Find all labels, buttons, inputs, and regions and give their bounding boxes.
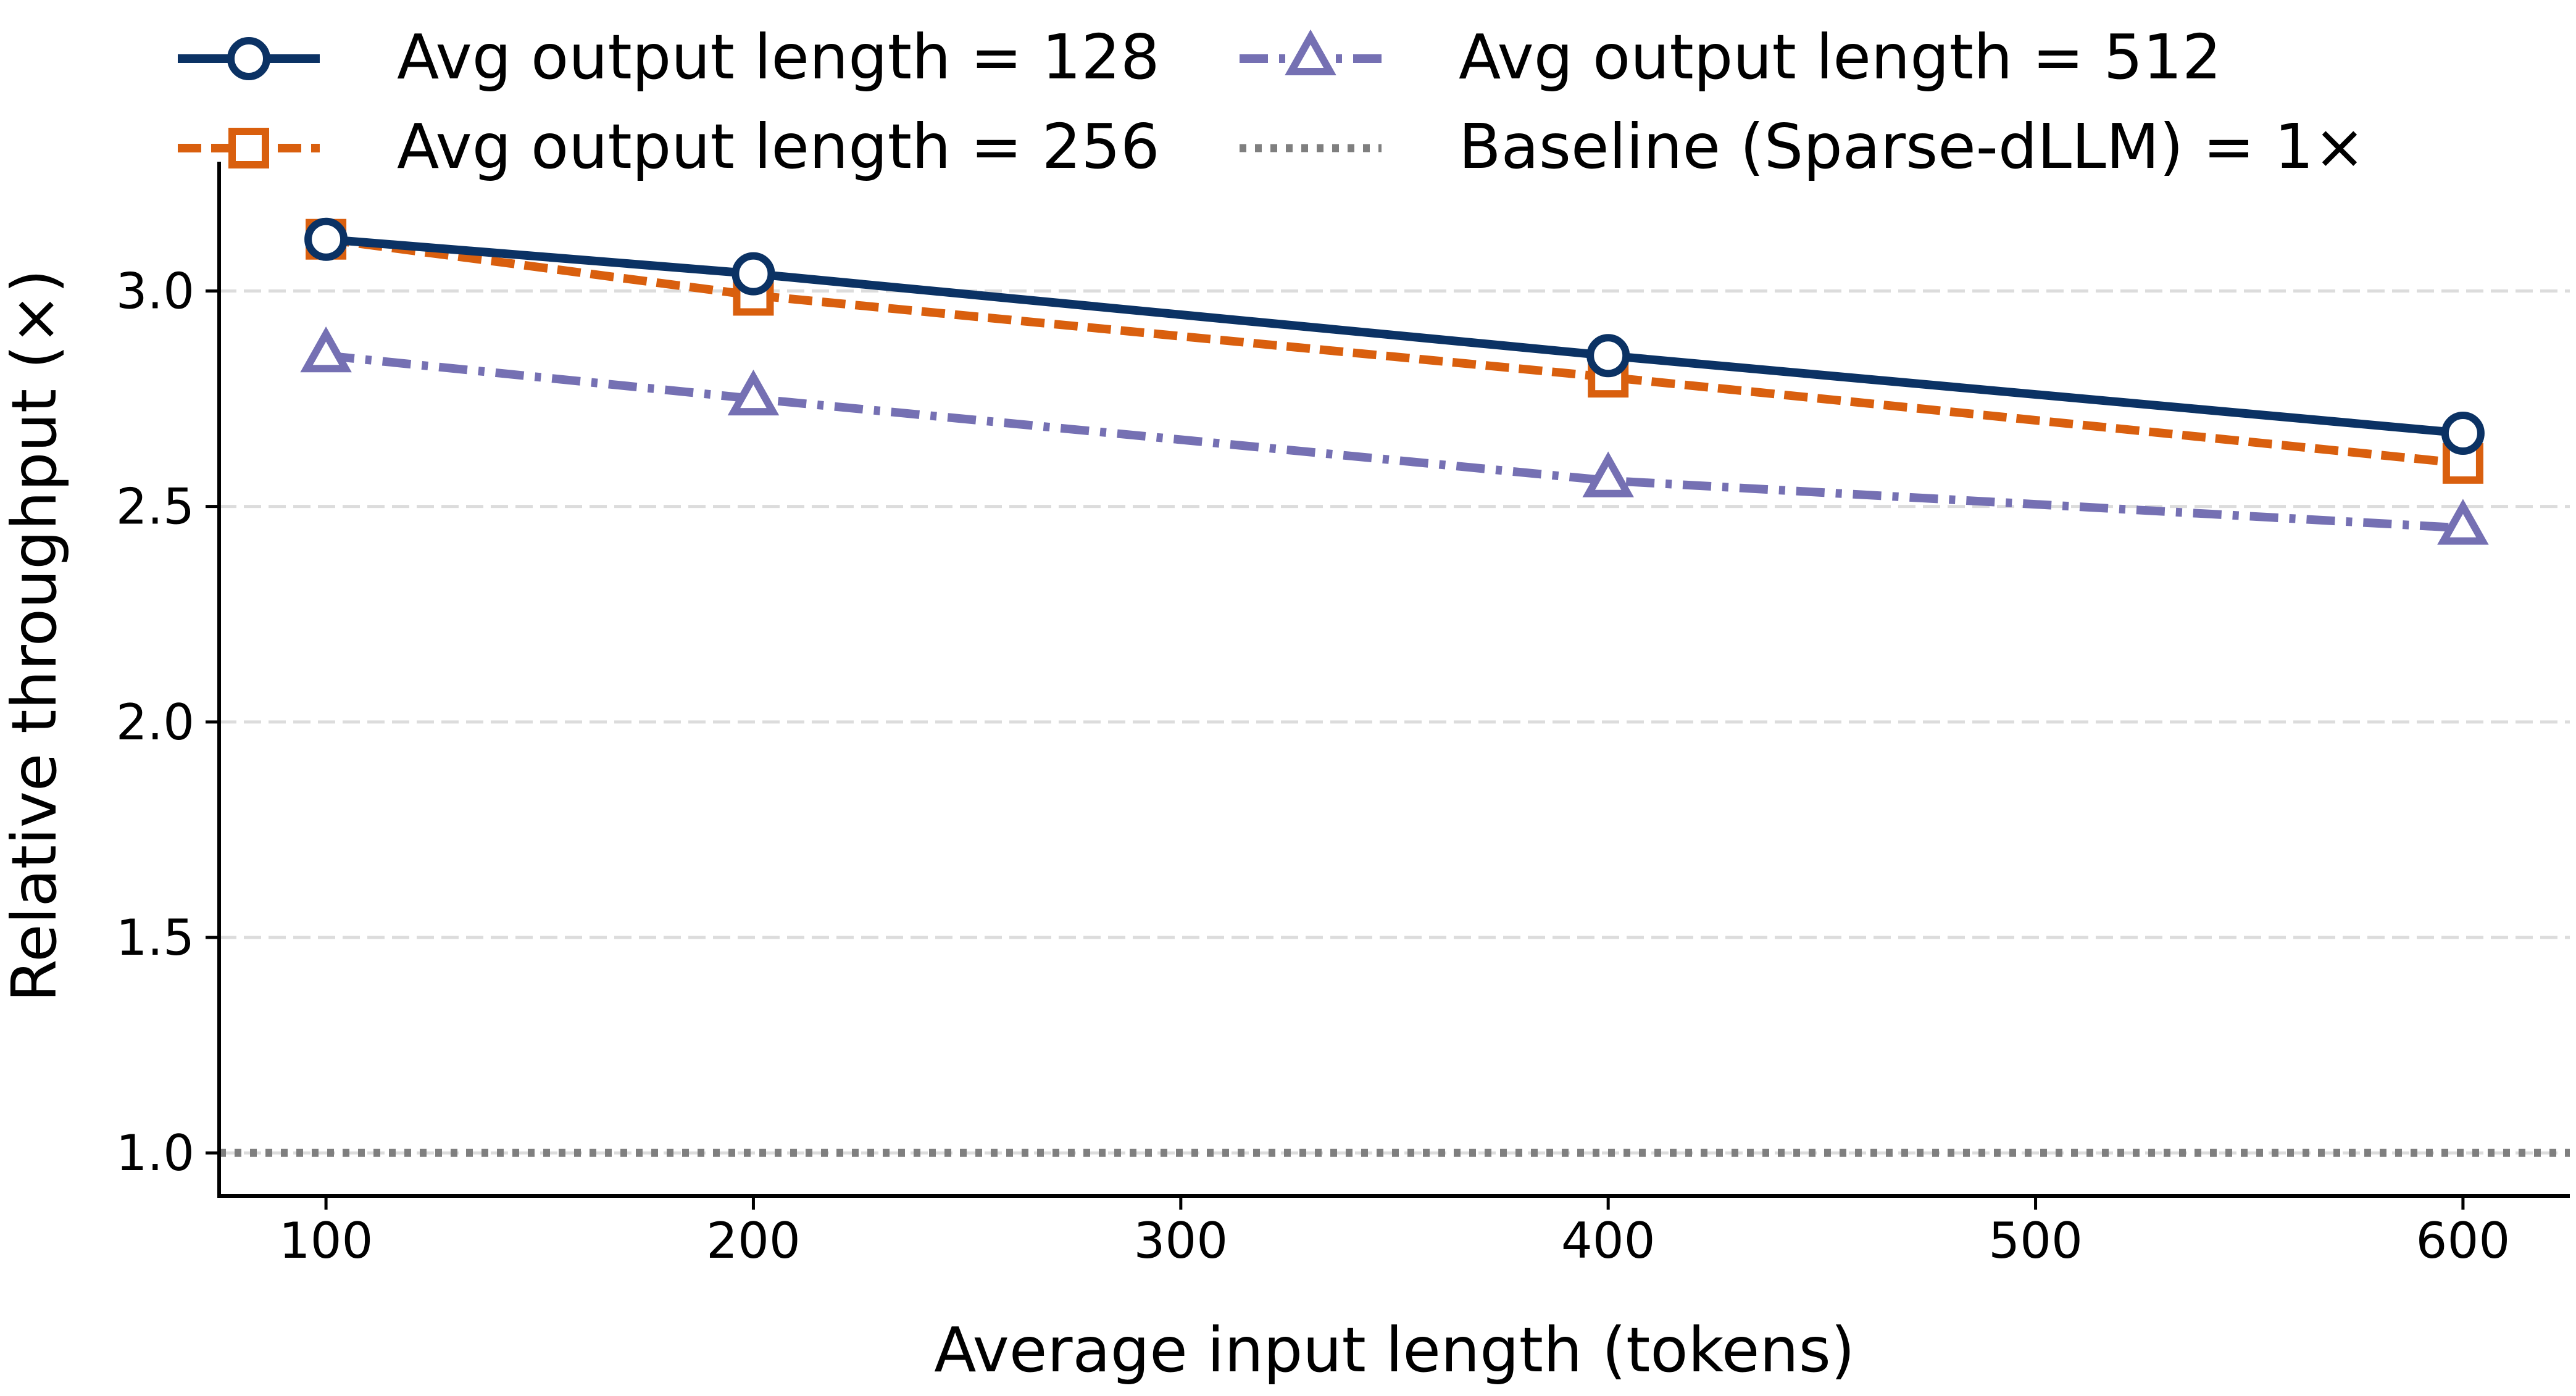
legend-item-1: Avg output length = 128 [178, 21, 1160, 93]
x-tick-label-3: 400 [1561, 1212, 1656, 1269]
series-2-line [325, 235, 2464, 468]
legend-item-3: Avg output length = 512 [1240, 21, 2222, 93]
series-3-point-3 [1582, 451, 1634, 497]
y-tick-label-2: 2.0 [116, 694, 194, 751]
series-1 [304, 217, 2485, 455]
x-tick-label-0: 100 [279, 1212, 373, 1269]
legend-item-4-label: Baseline (Sparse-dLLM) = 1× [1459, 110, 2366, 183]
legend-item-1-marker [227, 37, 270, 80]
legend-item-3-label: Avg output length = 512 [1459, 21, 2222, 93]
legend: Avg output length = 128 Avg output length… [178, 21, 2366, 183]
legend-item-2-label: Avg output length = 256 [397, 110, 1160, 183]
x-tick-label-1: 200 [706, 1212, 801, 1269]
series-3 [300, 326, 2489, 545]
gridlines [219, 289, 2570, 1155]
series-layer [300, 217, 2489, 545]
axes: 100 200 300 400 500 600 1.0 1.5 2.0 2.5 3.0 [116, 162, 2570, 1269]
legend-item-2-marker [228, 128, 269, 168]
series-1-point-3 [1586, 334, 1630, 378]
legend-item-3-marker [1285, 29, 1336, 75]
series-3-point-1 [300, 326, 352, 373]
y-tick-label-1: 1.5 [116, 909, 194, 966]
y-tick-label-3: 2.5 [116, 478, 194, 536]
legend-item-1-label: Avg output length = 128 [397, 21, 1160, 93]
series-1-point-1 [304, 217, 348, 261]
series-3-point-2 [727, 369, 780, 416]
x-tick-label-5: 600 [2416, 1212, 2511, 1269]
series-1-line [325, 235, 2464, 438]
y-tick-label-4: 3.0 [116, 263, 194, 320]
y-axis-label: Relative throughput (×) [0, 269, 70, 1002]
x-tick-label-2: 300 [1133, 1212, 1228, 1269]
x-axis-label: Average input length (tokens) [934, 1314, 1855, 1386]
series-1-point-4 [2441, 411, 2485, 455]
legend-item-4: Baseline (Sparse-dLLM) = 1× [1240, 110, 2366, 183]
series-3-point-4 [2437, 499, 2489, 545]
y-tick-label-0: 1.0 [116, 1124, 194, 1182]
series-3-line [325, 351, 2464, 533]
x-tick-label-4: 500 [1988, 1212, 2083, 1269]
series-1-point-2 [732, 252, 775, 296]
legend-item-2: Avg output length = 256 [178, 110, 1160, 183]
